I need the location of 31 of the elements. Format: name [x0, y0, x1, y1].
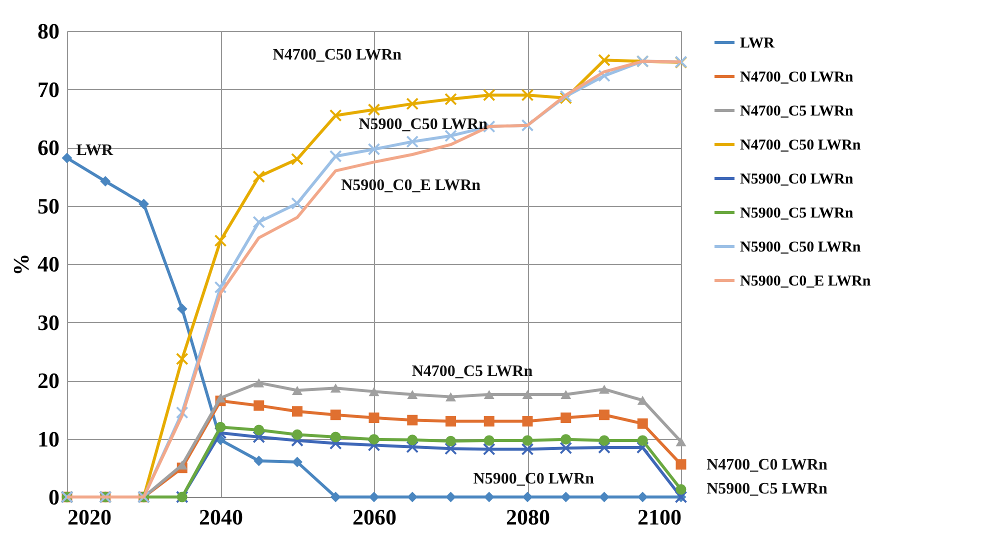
- annotation: N4700_C5 LWRn: [412, 363, 533, 380]
- legend-label: N5900_C0 LWRn: [740, 172, 854, 188]
- x-tick-label: 2060: [352, 504, 396, 530]
- annotation: N5900_C0_E LWRn: [341, 176, 481, 194]
- y-tick-label: 60: [38, 135, 60, 160]
- legend-label: N4700_C5 LWRn: [740, 104, 854, 120]
- x-tick-label: 2080: [506, 504, 550, 530]
- annotation: LWR: [76, 142, 114, 159]
- legend-label: N4700_C50 LWRn: [740, 138, 862, 154]
- x-tick-label: 2020: [68, 504, 112, 530]
- annotation: N5900_C0 LWRn: [473, 470, 594, 488]
- y-tick-label: 50: [38, 193, 60, 218]
- legend-label: N5900_C5 LWRn: [740, 206, 854, 222]
- text: N4700_C0 LWRn: [706, 456, 828, 474]
- y-tick-label: 20: [38, 368, 60, 393]
- legend-label: N4700_C0 LWRn: [740, 70, 854, 86]
- y-tick-label: 10: [38, 426, 60, 452]
- legend-label: LWR: [740, 36, 775, 52]
- y-tick-label: 80: [38, 18, 60, 44]
- annotation: N4700_C50 LWRn: [272, 46, 402, 64]
- x-tick-label: 2040: [199, 504, 243, 530]
- x-tick-label: 2100: [638, 504, 682, 530]
- annotation: N5900_C50 LWRn: [358, 116, 488, 134]
- text: N5900_C5 LWRn: [706, 480, 828, 498]
- y-tick-label: 70: [38, 76, 60, 102]
- y-axis-title: %: [8, 254, 34, 276]
- legend-label: N5900_C0_E LWRn: [740, 274, 872, 290]
- y-tick-label: 40: [38, 252, 60, 276]
- y-tick-label: 0: [48, 484, 60, 510]
- legend-label: N5900_C50 LWRn: [740, 240, 862, 256]
- y-tick-label: 30: [38, 310, 60, 335]
